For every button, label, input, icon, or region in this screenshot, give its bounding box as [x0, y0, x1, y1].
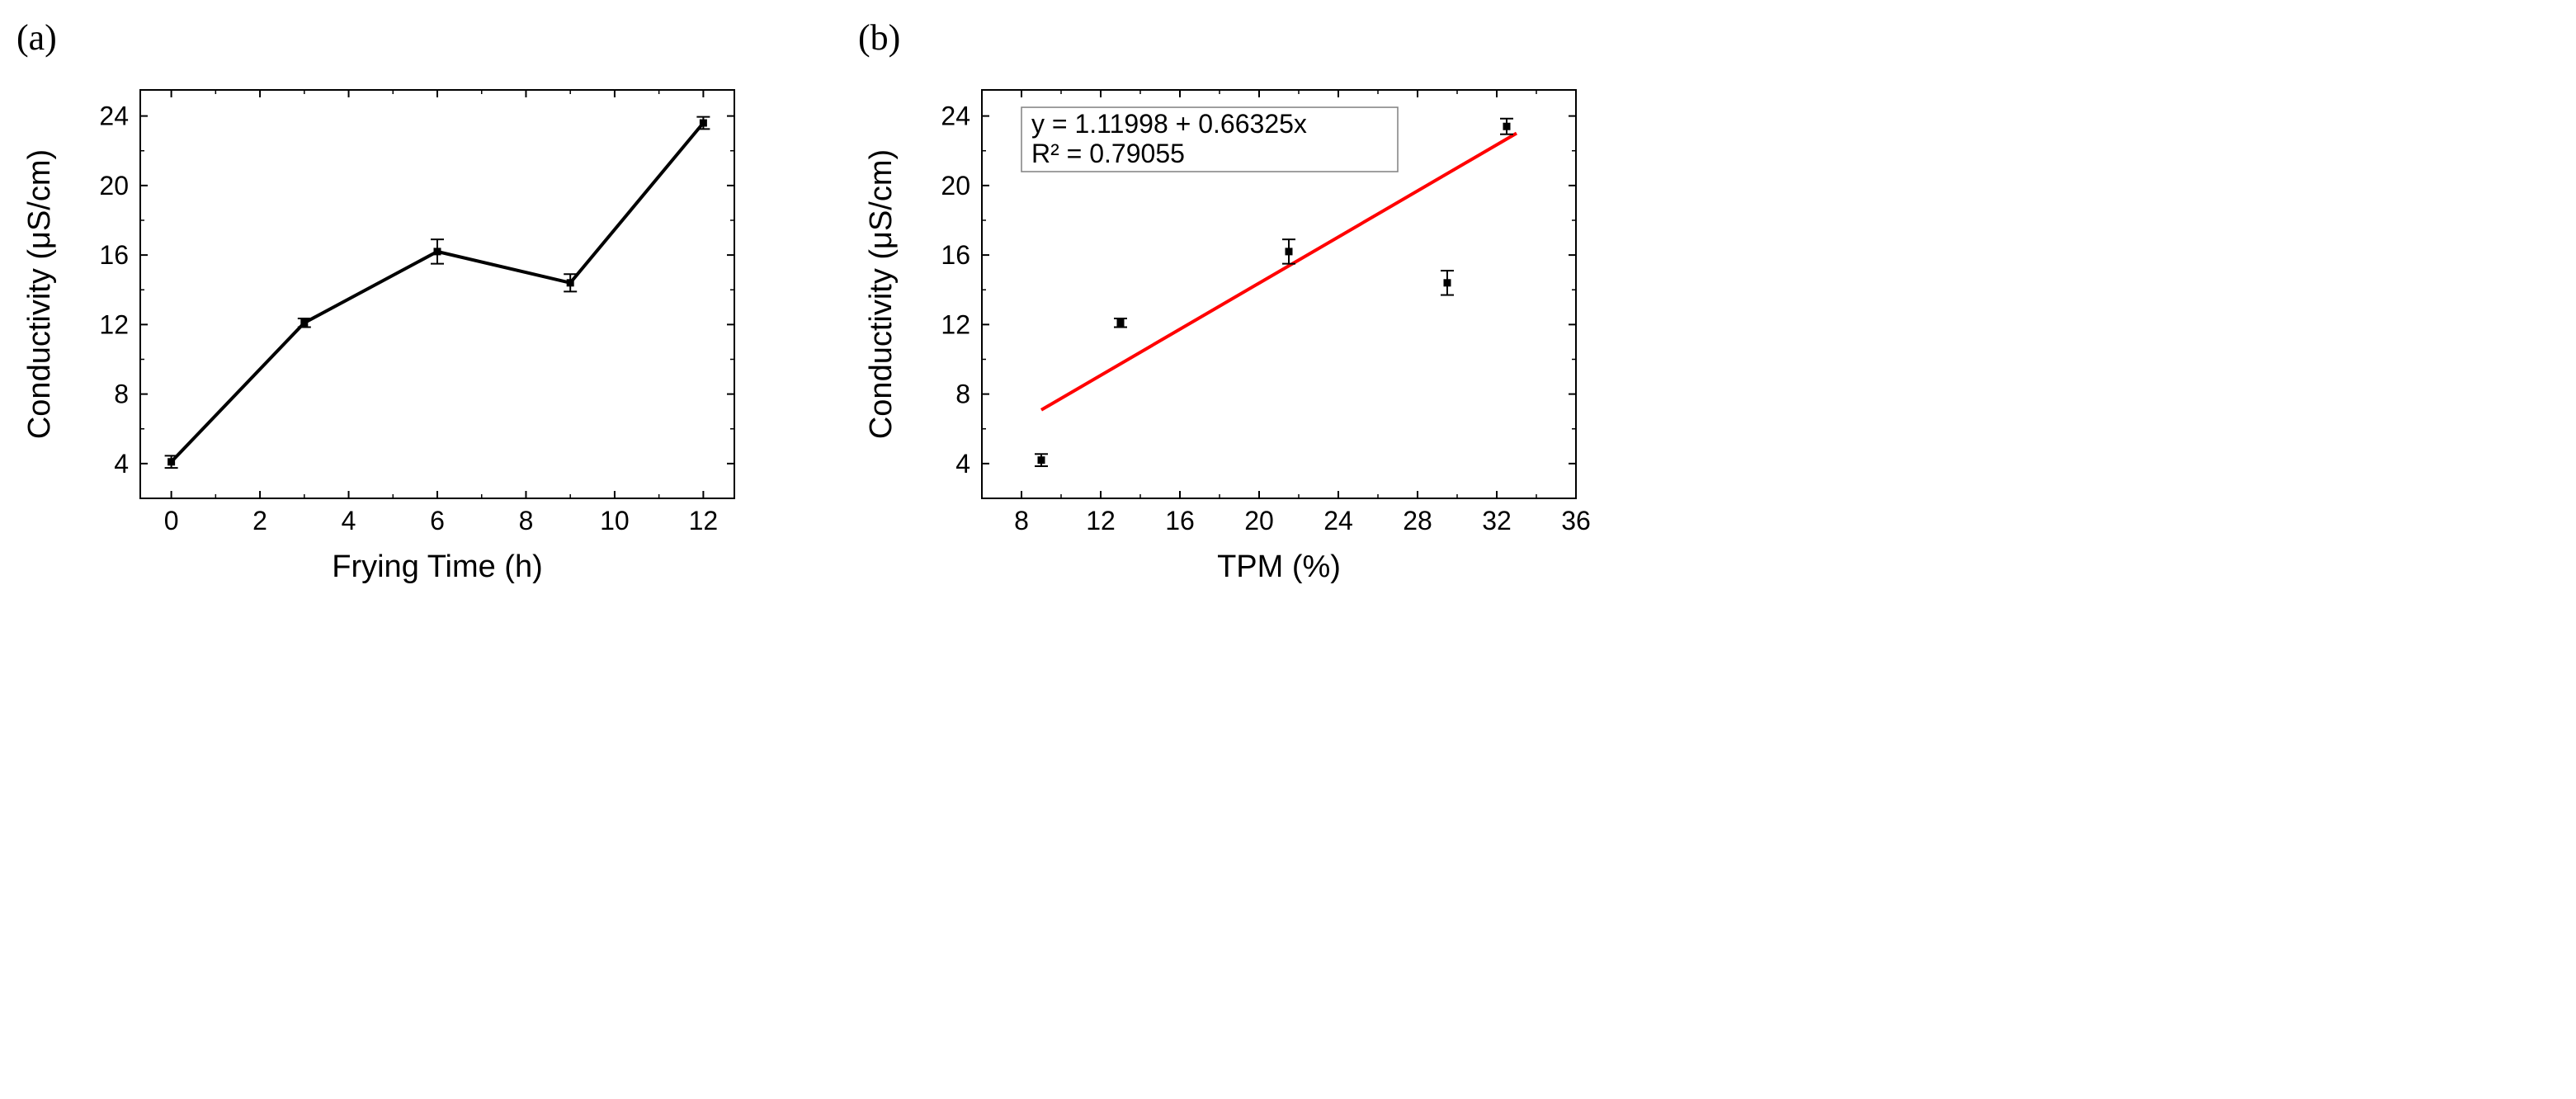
chart-b-wrap: 8 12 16 20 24 28 32 36 4 8 12 16 20 24 TPM (%) Conducti…: [858, 65, 1601, 593]
svg-text:36: 36: [1561, 506, 1591, 535]
panel-a-label: (a): [17, 17, 759, 59]
svg-text:16: 16: [1165, 506, 1195, 535]
svg-text:8: 8: [519, 506, 534, 535]
chart-a: 0246810124812162024Frying Time (h)Conduc…: [17, 65, 759, 593]
svg-text:2: 2: [252, 506, 267, 535]
svg-text:Conductivity (μS/cm): Conductivity (μS/cm): [22, 149, 57, 439]
svg-text:32: 32: [1482, 506, 1512, 535]
svg-text:24: 24: [99, 101, 129, 131]
svg-text:y = 1.11998 + 0.66325x: y = 1.11998 + 0.66325x: [1031, 109, 1307, 139]
svg-text:4: 4: [342, 506, 356, 535]
svg-text:4: 4: [955, 449, 970, 479]
svg-text:28: 28: [1403, 506, 1432, 535]
svg-text:20: 20: [99, 171, 129, 200]
chart-b: 8 12 16 20 24 28 32 36 4 8 12 16 20 24 TPM (%) Conducti…: [858, 65, 1601, 593]
svg-text:16: 16: [99, 240, 129, 270]
svg-text:8: 8: [1014, 506, 1029, 535]
svg-text:4: 4: [114, 449, 129, 479]
svg-text:20: 20: [1244, 506, 1274, 535]
svg-text:8: 8: [114, 380, 129, 409]
svg-text:Frying Time (h): Frying Time (h): [332, 550, 542, 584]
panel-b: (b) 8 12 16 20 24 28 32 36 4 8 12 16 20 24 TPM (%) Cond…: [858, 17, 1601, 593]
svg-text:16: 16: [941, 240, 970, 270]
svg-text:12: 12: [689, 506, 719, 535]
svg-text:12: 12: [1086, 506, 1116, 535]
svg-text:12: 12: [99, 309, 129, 339]
svg-text:10: 10: [600, 506, 630, 535]
chart-a-wrap: 0246810124812162024Frying Time (h)Conduc…: [17, 65, 759, 593]
svg-text:R² = 0.79055: R² = 0.79055: [1031, 139, 1185, 168]
svg-text:24: 24: [941, 101, 970, 131]
svg-text:20: 20: [941, 171, 970, 200]
svg-text:12: 12: [941, 309, 970, 339]
svg-text:Conductivity (μS/cm): Conductivity (μS/cm): [864, 149, 899, 439]
svg-text:8: 8: [955, 380, 970, 409]
svg-text:TPM (%): TPM (%): [1217, 550, 1341, 584]
panel-a: (a) 0246810124812162024Frying Time (h)Co…: [17, 17, 759, 593]
svg-text:0: 0: [164, 506, 179, 535]
panel-b-label: (b): [858, 17, 1601, 59]
svg-text:24: 24: [1323, 506, 1353, 535]
svg-text:6: 6: [430, 506, 445, 535]
